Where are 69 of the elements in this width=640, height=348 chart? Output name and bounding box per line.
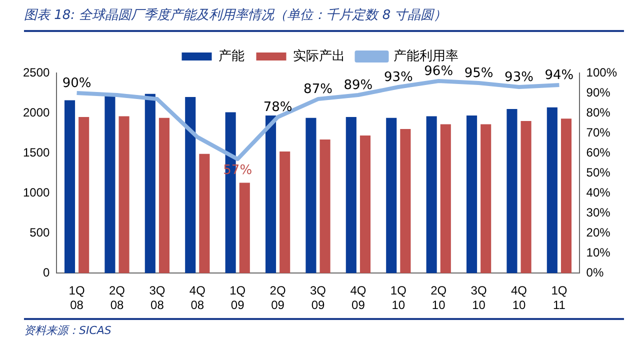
x-tick-label: 2Q 09 [270, 284, 286, 312]
data-label: 93% [384, 70, 413, 85]
x-tick-label: 3Q 08 [149, 284, 166, 312]
bar [386, 118, 397, 274]
y2-tick-label: 20% [586, 225, 611, 240]
y-tick-label: 500 [30, 225, 50, 240]
bar [360, 135, 371, 274]
data-label: 90% [62, 76, 92, 91]
data-label: 87% [304, 82, 332, 97]
bar [118, 116, 130, 274]
y2-tick-label: 30% [586, 205, 611, 220]
x-tick-label: 2Q 08 [108, 284, 126, 312]
data-label: 96% [424, 64, 454, 79]
x-tick-label: 1Q 09 [230, 284, 246, 312]
data-label: 93% [504, 70, 534, 85]
bar [440, 124, 451, 274]
x-tick-label: 1Q 08 [68, 284, 85, 312]
bar [426, 116, 437, 274]
bar [400, 129, 411, 274]
bar [199, 154, 210, 274]
bar [466, 115, 478, 274]
x-tick-label: 2Q 10 [430, 284, 447, 312]
bar [265, 115, 276, 274]
legend-label: 产能 [218, 48, 244, 64]
x-tick-label: 1Q 11 [551, 284, 568, 312]
y-tick-label: 2000 [22, 105, 50, 120]
y-tick-label: 2500 [22, 65, 50, 80]
bar [546, 107, 558, 274]
bar [560, 118, 572, 274]
y-tick-label: 0 [43, 266, 50, 280]
bar [280, 151, 290, 274]
bar [158, 118, 170, 274]
y2-tick-label: 60% [586, 145, 611, 160]
bar [320, 139, 330, 274]
data-label: 78% [263, 100, 292, 115]
y2-tick-label: 100% [586, 65, 618, 80]
data-label: 89% [344, 78, 373, 93]
y2-tick-label: 10% [586, 245, 611, 260]
text: 资料来源：SICAS [24, 318, 624, 338]
bar [185, 97, 196, 274]
bar [346, 117, 356, 274]
bar [78, 117, 90, 274]
y2-tick-label: 90% [586, 85, 611, 100]
bar [144, 94, 156, 274]
legend-label: 实际产出 [292, 48, 345, 64]
y2-tick-label: 70% [586, 125, 611, 140]
y2-tick-label: 80% [586, 105, 611, 120]
legend-label: 产能利用率 [393, 48, 458, 64]
x-tick-label: 4Q 09 [350, 284, 366, 312]
data-label: 94% [544, 68, 574, 83]
bar [64, 100, 76, 274]
bar [306, 118, 316, 274]
y2-tick-label: 40% [586, 185, 611, 200]
x-tick-label: 3Q 10 [470, 284, 487, 312]
y2-tick-label: 50% [586, 165, 611, 180]
data-label: 95% [464, 66, 494, 81]
chart-title: 图表 18: 全球晶圆厂季度产能及利用率情况（单位：千片定数 8 寸晶圆） [24, 6, 624, 32]
bar [104, 95, 116, 274]
x-tick-label: 4Q 10 [511, 284, 528, 312]
x-tick-label: 4Q 08 [189, 284, 206, 312]
y2-tick-label: 0% [586, 266, 604, 280]
bar [480, 124, 492, 274]
y-tick-label: 1000 [22, 185, 50, 200]
bar [520, 121, 532, 274]
y-tick-label: 1500 [22, 145, 50, 160]
bar [506, 109, 518, 274]
bar [239, 182, 250, 274]
x-tick-label: 1Q 10 [390, 284, 406, 312]
x-tick-label: 3Q 09 [310, 284, 326, 312]
